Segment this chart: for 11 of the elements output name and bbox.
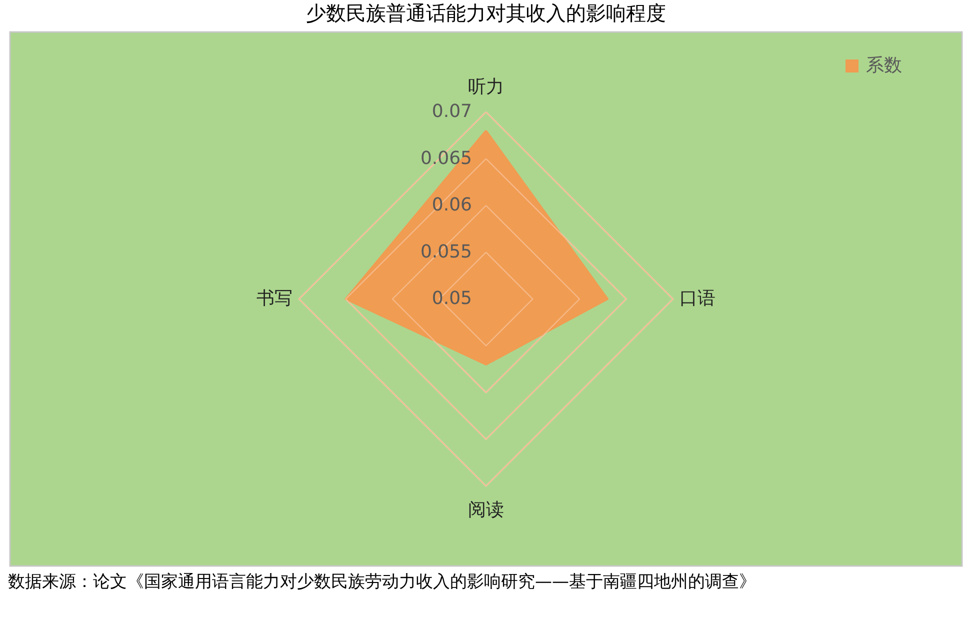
- spoke-label: 口语: [679, 288, 716, 309]
- legend-label: 系数: [866, 55, 902, 76]
- y-tick-label: 0.055: [420, 241, 472, 262]
- y-tick-label: 0.05: [432, 288, 472, 309]
- spoke-label: 书写: [256, 288, 293, 309]
- chart-title: 少数民族普通话能力对其收入的影响程度: [306, 1, 666, 25]
- y-tick-label: 0.07: [432, 101, 472, 122]
- source-note: 数据来源：论文《国家通用语言能力对少数民族劳动力收入的影响研究——基于南疆四地州的调查》: [8, 572, 756, 592]
- spoke-label: 听力: [468, 76, 504, 98]
- spoke-label: 阅读: [468, 499, 504, 520]
- y-tick-label: 0.06: [432, 194, 472, 216]
